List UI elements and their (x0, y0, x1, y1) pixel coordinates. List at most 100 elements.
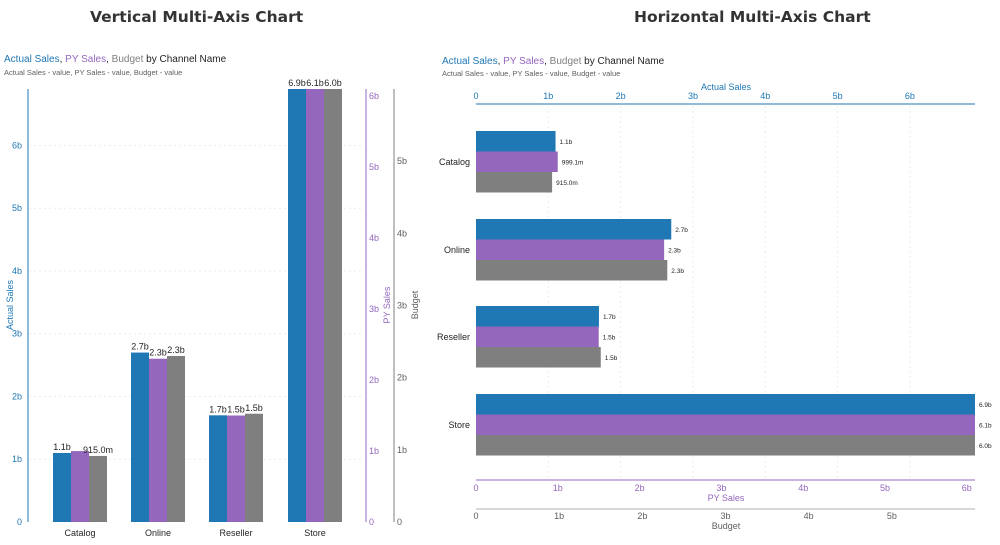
budget-tick-label: 3b (397, 301, 407, 311)
data-label: 6.9b (288, 78, 306, 88)
actual-sales-axis-title: Actual Sales (701, 82, 752, 92)
data-label: 1.1b (53, 442, 71, 452)
py-sales-bar (227, 415, 245, 522)
data-label: 1.1b (560, 139, 573, 146)
py-sales-bar (71, 451, 89, 522)
right-chart-note: Actual Sales - value, PY Sales - value, … (442, 69, 621, 78)
actual-sales-bar (476, 306, 599, 327)
subtitle-py: PY Sales (65, 54, 107, 65)
py-sales-tick-label: 1b (553, 483, 563, 493)
category-label: Reseller (219, 528, 252, 538)
py-sales-tick-label: 6b (962, 483, 972, 493)
budget-bar (324, 89, 342, 522)
left-chart-title: Vertical Multi-Axis Chart (90, 8, 304, 26)
budget-tick-label: 1b (397, 445, 407, 455)
py-sales-tick-label: 4b (798, 483, 808, 493)
category-label: Store (448, 420, 470, 430)
subtitle-actual: Actual Sales (4, 54, 60, 65)
data-label: 1.7b (603, 314, 616, 321)
actual-sales-tick-label: 0 (473, 91, 478, 101)
budget-tick-label: 5b (397, 156, 407, 166)
actual-sales-tick-label: 5b (12, 203, 22, 213)
category-label: Online (444, 245, 470, 255)
actual-sales-bar (476, 219, 672, 240)
data-label: 2.7b (131, 342, 149, 352)
data-label: 1.5b (227, 405, 245, 415)
actual-sales-tick-label: 4b (760, 91, 770, 101)
budget-tick-label: 5b (887, 511, 897, 521)
data-label: 999.1m (562, 159, 584, 166)
data-label: 1.7b (209, 404, 227, 414)
data-label: 6.0b (979, 443, 992, 450)
data-label: 915.0m (83, 445, 113, 455)
actual-sales-bar (476, 131, 556, 152)
subtitle-by: by Channel Name (581, 56, 665, 67)
py-sales-tick-label: 6b (369, 91, 379, 101)
budget-tick-label: 0 (473, 511, 478, 521)
budget-tick-label: 1b (554, 511, 564, 521)
data-label: 1.5b (605, 355, 618, 362)
actual-sales-bar (131, 352, 149, 522)
py-sales-axis-title: PY Sales (708, 493, 745, 503)
left-chart-subtitle: Actual Sales, PY Sales, Budget by Channe… (4, 54, 226, 65)
right-chart-title: Horizontal Multi-Axis Chart (634, 8, 871, 26)
py-sales-tick-label: 3b (716, 483, 726, 493)
py-sales-tick-label: 1b (369, 446, 379, 456)
py-sales-tick-label: 0 (369, 517, 374, 527)
actual-sales-tick-label: 1b (543, 91, 553, 101)
data-label: 6.9b (979, 402, 992, 409)
py-sales-bar (149, 358, 167, 522)
actual-sales-tick-label: 2b (12, 391, 22, 401)
py-sales-tick-label: 3b (369, 304, 379, 314)
py-sales-bar (476, 239, 665, 260)
py-sales-bar (476, 414, 975, 435)
actual-sales-bar (288, 89, 306, 522)
data-label: 2.3b (167, 345, 185, 355)
data-label: 2.3b (149, 348, 167, 358)
data-label: 6.1b (306, 78, 324, 88)
subtitle-budget: Budget (111, 54, 144, 65)
data-label: 2.7b (675, 227, 688, 234)
data-label: 2.3b (668, 247, 681, 254)
py-sales-bar (476, 151, 558, 172)
actual-sales-bar (209, 415, 227, 522)
py-sales-tick-label: 5b (880, 483, 890, 493)
data-label: 1.5b (603, 334, 616, 341)
actual-sales-tick-label: 5b (833, 91, 843, 101)
budget-axis-title: Budget (712, 521, 741, 531)
budget-bar (89, 455, 107, 522)
budget-bar (476, 347, 601, 368)
category-label: Store (304, 528, 326, 538)
right-chart-subtitle: Actual Sales, PY Sales, Budget by Channe… (442, 56, 664, 67)
budget-bar (245, 413, 263, 522)
py-sales-bar (476, 326, 599, 347)
actual-sales-axis-title: Actual Sales (5, 279, 15, 330)
data-label: 6.1b (979, 422, 992, 429)
actual-sales-tick-label: 4b (12, 266, 22, 276)
category-label: Catalog (64, 528, 95, 538)
data-label: 6.0b (324, 78, 342, 88)
subtitle-actual: Actual Sales (442, 56, 498, 67)
data-label: 915.0m (556, 180, 578, 187)
actual-sales-tick-label: 2b (616, 91, 626, 101)
actual-sales-tick-label: 3b (688, 91, 698, 101)
budget-bar (476, 435, 975, 456)
subtitle-by: by Channel Name (143, 54, 227, 65)
actual-sales-tick-label: 0 (17, 517, 22, 527)
py-sales-bar (306, 89, 324, 522)
budget-tick-label: 2b (397, 373, 407, 383)
budget-bar (476, 172, 553, 193)
subtitle-sep: , (106, 54, 112, 65)
category-label: Reseller (437, 332, 470, 342)
py-sales-tick-label: 2b (369, 375, 379, 385)
subtitle-budget: Budget (549, 56, 582, 67)
left-chart-note: Actual Sales - value, PY Sales - value, … (4, 68, 183, 77)
actual-sales-tick-label: 6b (905, 91, 915, 101)
actual-sales-tick-label: 3b (12, 329, 22, 339)
budget-tick-label: 2b (637, 511, 647, 521)
budget-bar (476, 260, 668, 281)
budget-axis-title: Budget (410, 290, 420, 319)
actual-sales-tick-label: 6b (12, 140, 22, 150)
actual-sales-tick-label: 1b (12, 454, 22, 464)
